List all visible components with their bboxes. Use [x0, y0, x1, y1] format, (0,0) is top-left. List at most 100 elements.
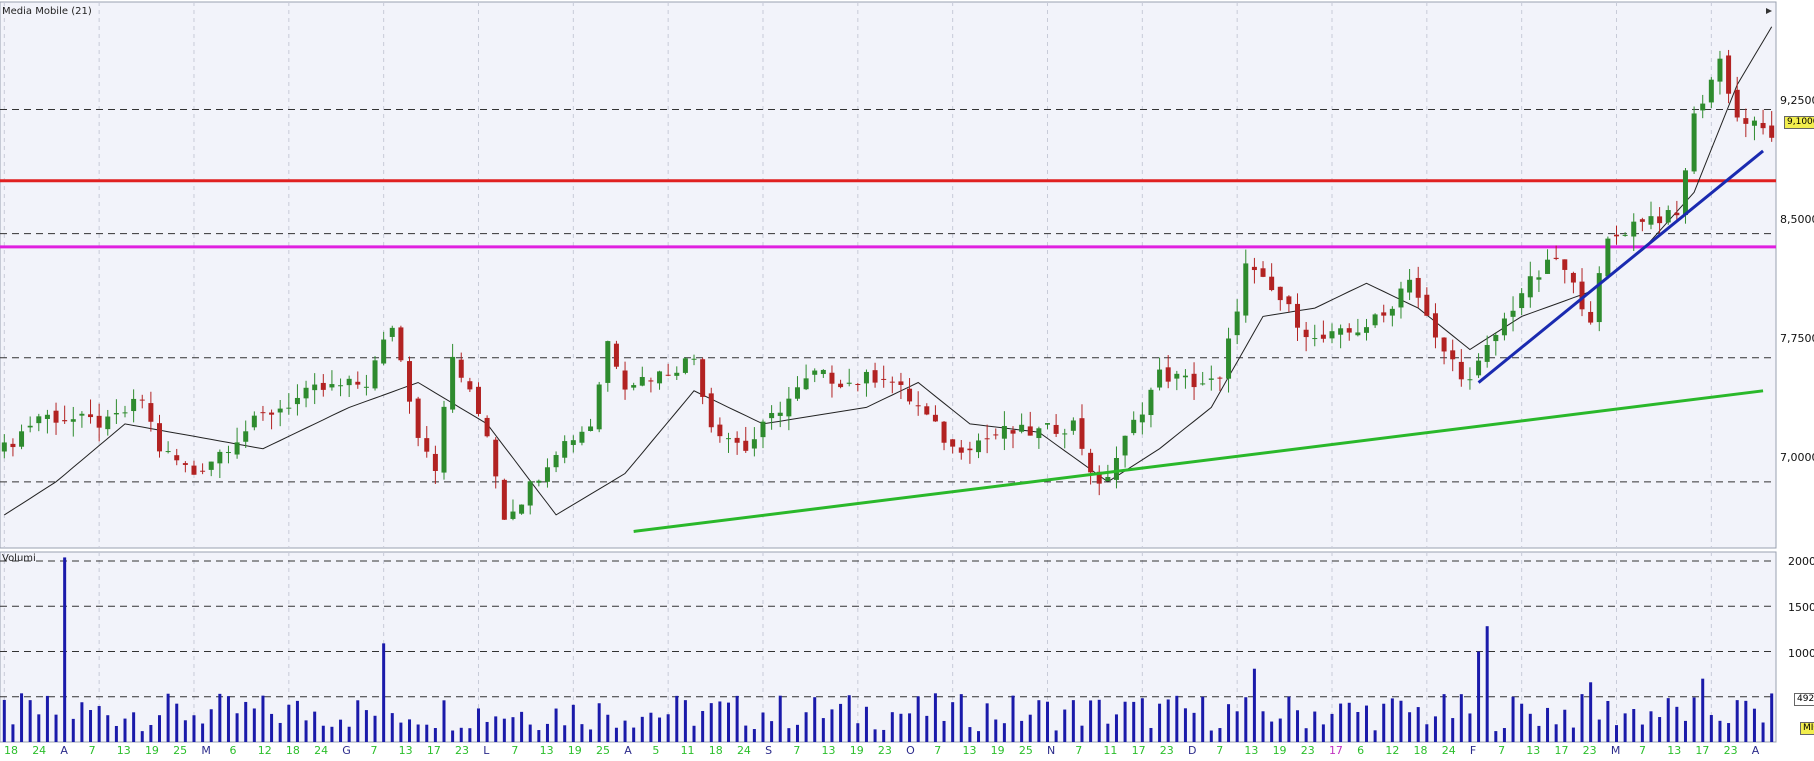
volume-bar [192, 715, 196, 742]
volume-bar [1442, 694, 1446, 742]
volume-bar [1632, 708, 1636, 742]
volume-bar [123, 718, 127, 742]
candle-down [924, 406, 930, 415]
candle-up [1113, 457, 1119, 480]
x-axis-label: 17 [1695, 744, 1710, 757]
volume-bar [11, 724, 15, 742]
volume-bar [1373, 730, 1377, 742]
x-axis-label: 24 [736, 744, 751, 757]
candle-up [329, 384, 335, 388]
x-axis-label: 6 [1357, 744, 1365, 757]
volume-bar [2, 699, 6, 742]
volume-bar [675, 695, 679, 742]
candle-up [1510, 310, 1516, 317]
volume-bar [752, 729, 756, 742]
volume-bar [399, 722, 403, 742]
candle-down [1769, 125, 1775, 138]
candle-down [1674, 212, 1680, 216]
candle-down [1079, 418, 1085, 449]
volume-bar [183, 720, 187, 742]
volume-bar [1321, 724, 1325, 742]
volume-bar [1761, 722, 1765, 742]
volume-bar [545, 723, 549, 742]
volume-bar [813, 697, 817, 742]
x-axis-label: 13 [1667, 744, 1682, 757]
candle-down [174, 455, 180, 461]
x-axis-label: 19 [849, 744, 864, 757]
volume-bar [356, 700, 360, 742]
candle-down [1743, 118, 1749, 124]
candle-down [88, 414, 94, 418]
candle-down [700, 359, 706, 397]
candle-up [976, 440, 982, 453]
x-axis-label: 19 [1272, 744, 1287, 757]
x-axis-label: 7 [1639, 744, 1647, 757]
volume-bar [37, 714, 41, 742]
x-axis-label: 25 [1018, 744, 1033, 757]
volume-bar [1339, 703, 1343, 742]
volume-bar [959, 694, 963, 742]
candle-up [1200, 383, 1206, 385]
volume-bar [804, 712, 808, 742]
volume-bar [1494, 731, 1498, 742]
volume-bar [287, 704, 291, 742]
candle-up [691, 358, 697, 360]
candle-up [286, 407, 292, 409]
volume-bar [873, 729, 877, 742]
candle-down [993, 434, 999, 436]
volume-bar [1701, 678, 1705, 742]
volume-bar [1296, 710, 1300, 742]
candle-down [1458, 361, 1464, 380]
volume-bar [390, 713, 394, 742]
volume-bar [71, 718, 75, 742]
candle-down [1295, 303, 1301, 328]
volume-bar [1563, 709, 1567, 742]
candle-down [1346, 328, 1352, 333]
x-axis-label: 7 [1216, 744, 1224, 757]
volume-bar [1261, 711, 1265, 742]
blue-trendline [1477, 149, 1765, 384]
candle-up [1648, 216, 1654, 225]
volume-bar [640, 716, 644, 742]
volume-bar [1692, 697, 1696, 742]
candle-down [907, 388, 913, 402]
x-axis-label: 17 [1131, 744, 1146, 757]
candle-up [1, 442, 7, 452]
volume-bar [890, 712, 894, 742]
volume-bar [261, 695, 265, 742]
volume-bar [1666, 698, 1670, 742]
x-axis-label: 13 [116, 744, 131, 757]
candle-up [1398, 288, 1404, 308]
volume-bar [54, 714, 58, 742]
candle-down [1579, 281, 1585, 310]
candle-down [1441, 337, 1447, 352]
price-tick-label: 7,0000 [1780, 451, 1814, 464]
candle-up [1631, 221, 1637, 237]
x-axis-label: 6 [229, 744, 237, 757]
period-mode-badge[interactable]: MIG [1800, 722, 1814, 735]
candle-down [415, 398, 421, 438]
x-axis-label: 12 [1385, 744, 1400, 757]
volume-bar [916, 696, 920, 742]
volume-bar [977, 731, 981, 742]
volume-bar [425, 724, 429, 742]
candle-down [717, 424, 723, 437]
candle-down [62, 420, 68, 422]
candle-down [398, 327, 404, 361]
candle-up [1700, 103, 1706, 111]
volume-bar [1252, 668, 1256, 742]
x-axis-label: 13 [821, 744, 836, 757]
candle-up [1596, 273, 1602, 323]
candle-up [363, 386, 369, 388]
candle-up [1122, 435, 1128, 456]
volume-bar [28, 700, 32, 742]
last-volume-badge: 492764 [1794, 693, 1814, 706]
x-axis-label: 7 [1498, 744, 1506, 757]
candle-down [182, 463, 188, 465]
volume-bar [968, 727, 972, 742]
volume-bar [1235, 711, 1239, 742]
volume-bar [347, 726, 351, 742]
volume-bar [666, 714, 670, 742]
x-axis-label: 19 [144, 744, 159, 757]
